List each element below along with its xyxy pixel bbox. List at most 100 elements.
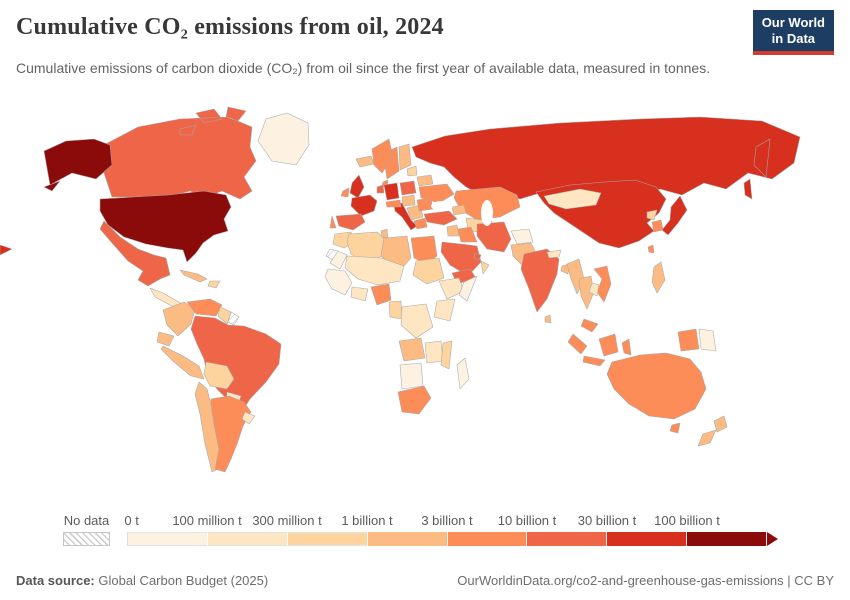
- country-afghanistan[interactable]: [510, 228, 534, 245]
- country-united-kingdom[interactable]: [349, 174, 365, 199]
- region-french-guiana[interactable]: [227, 311, 240, 326]
- country-india[interactable]: [520, 248, 560, 313]
- country-sudan[interactable]: [412, 257, 445, 285]
- legend-bin-swatch[interactable]: [527, 532, 608, 546]
- country-turkey[interactable]: [423, 210, 458, 226]
- legend-bin-swatch[interactable]: [367, 532, 448, 546]
- country-germany[interactable]: [383, 182, 400, 201]
- region-sahel[interactable]: [344, 255, 405, 286]
- country-malaysia[interactable]: [580, 318, 599, 333]
- legend-bin-swatch[interactable]: [127, 532, 208, 546]
- country-taiwan[interactable]: [647, 244, 655, 254]
- country-madagascar[interactable]: [456, 357, 470, 390]
- country-tunisia[interactable]: [380, 228, 389, 239]
- country-iceland[interactable]: [355, 155, 375, 168]
- country-bolivia[interactable]: [203, 361, 235, 390]
- country-united-states[interactable]: [43, 138, 232, 263]
- country-belarus[interactable]: [416, 174, 434, 187]
- region-kenya-tanzania[interactable]: [433, 298, 456, 322]
- country-mozambique[interactable]: [440, 340, 453, 370]
- country-greece[interactable]: [413, 217, 428, 230]
- country-north-korea[interactable]: [646, 209, 658, 221]
- page-title: Cumulative CO₂ emissions from oil, 2024: [16, 14, 444, 40]
- region-guyanas[interactable]: [217, 306, 232, 325]
- country-thailand[interactable]: [578, 275, 595, 310]
- region-caucasus[interactable]: [451, 204, 467, 216]
- legend-bin-swatch[interactable]: [447, 532, 528, 546]
- legend-arrow-cap: [767, 532, 778, 546]
- country-canada[interactable]: [99, 106, 257, 200]
- region-zambia-zimbabwe[interactable]: [424, 340, 444, 364]
- country-bangladesh[interactable]: [560, 263, 570, 275]
- country-australia[interactable]: [606, 352, 707, 434]
- legend-bin-swatch[interactable]: [607, 532, 688, 546]
- country-drc[interactable]: [400, 303, 434, 339]
- country-greenland[interactable]: [257, 112, 310, 166]
- region-levant[interactable]: [446, 224, 460, 237]
- owid-logo[interactable]: Our World in Data: [752, 10, 834, 56]
- country-poland[interactable]: [399, 180, 417, 196]
- country-oman[interactable]: [480, 260, 490, 275]
- country-ecuador[interactable]: [156, 331, 175, 347]
- legend-bin-swatch[interactable]: [207, 532, 288, 546]
- region-alpine[interactable]: [385, 199, 402, 208]
- region-benelux[interactable]: [376, 184, 385, 194]
- legend-color-bar: [127, 532, 767, 546]
- region-west-africa[interactable]: [324, 268, 353, 296]
- country-saudi-arabia[interactable]: [440, 241, 482, 277]
- legend-tick-label: 0 t: [124, 513, 139, 528]
- country-portugal[interactable]: [329, 215, 337, 229]
- black-sea: [431, 201, 453, 211]
- country-philippines[interactable]: [651, 261, 666, 294]
- legend-tick-label: 30 billion t: [577, 513, 637, 528]
- country-peru[interactable]: [160, 345, 205, 380]
- region-hispaniola[interactable]: [207, 280, 221, 289]
- country-south-africa[interactable]: [397, 385, 432, 415]
- data-source-value: Global Carbon Budget (2025): [94, 573, 269, 588]
- country-new-zealand[interactable]: [697, 415, 728, 447]
- country-argentina[interactable]: [210, 395, 252, 473]
- country-france[interactable]: [350, 194, 378, 217]
- country-ukraine[interactable]: [418, 183, 455, 204]
- country-nigeria[interactable]: [370, 283, 392, 306]
- region-baltics[interactable]: [406, 165, 418, 177]
- country-somalia[interactable]: [458, 275, 478, 302]
- country-angola[interactable]: [398, 337, 426, 362]
- legend-no-data-swatch[interactable]: [63, 532, 110, 546]
- country-mongolia[interactable]: [543, 188, 602, 210]
- region-namibia-botswana[interactable]: [399, 362, 424, 390]
- legend-bin-swatch[interactable]: [287, 532, 368, 546]
- legend-tick-label: 1 billion t: [341, 513, 393, 528]
- country-mauritania[interactable]: [329, 250, 348, 270]
- country-south-korea[interactable]: [651, 219, 664, 233]
- caspian-sea: [481, 200, 493, 226]
- country-iraq[interactable]: [457, 226, 478, 243]
- country-indonesia[interactable]: [567, 328, 700, 367]
- region-czech-hungary[interactable]: [401, 194, 416, 207]
- country-china[interactable]: [535, 179, 667, 249]
- country-iran[interactable]: [476, 221, 512, 253]
- country-spain[interactable]: [335, 213, 366, 231]
- country-ireland[interactable]: [340, 187, 350, 198]
- owid-logo-line1: Our World: [761, 15, 825, 30]
- region-ghana-ivory-coast[interactable]: [350, 286, 369, 302]
- country-nepal[interactable]: [546, 249, 562, 259]
- country-finland[interactable]: [398, 143, 412, 171]
- legend-bin-swatch[interactable]: [687, 532, 767, 546]
- country-cuba[interactable]: [179, 269, 208, 283]
- region-laos-cambodia[interactable]: [588, 282, 600, 297]
- country-sweden[interactable]: [384, 146, 400, 180]
- region-gulf-states[interactable]: [473, 252, 482, 261]
- country-colombia[interactable]: [162, 301, 196, 337]
- footer-link[interactable]: OurWorldinData.org/co2-and-greenhouse-ga…: [457, 573, 834, 588]
- legend-tick-label: 100 billion t: [654, 513, 720, 528]
- legend-tick-labels: 0 t 100 million t 300 million t 1 billion t…: [124, 513, 767, 531]
- country-sri-lanka[interactable]: [544, 314, 552, 324]
- country-vietnam[interactable]: [593, 265, 612, 303]
- country-uruguay[interactable]: [241, 411, 256, 425]
- country-mexico[interactable]: [99, 220, 171, 287]
- country-japan[interactable]: [661, 195, 688, 236]
- world-choropleth-map: [0, 106, 801, 473]
- region-cameroon-gabon[interactable]: [388, 300, 403, 320]
- country-papua-new-guinea[interactable]: [698, 328, 717, 352]
